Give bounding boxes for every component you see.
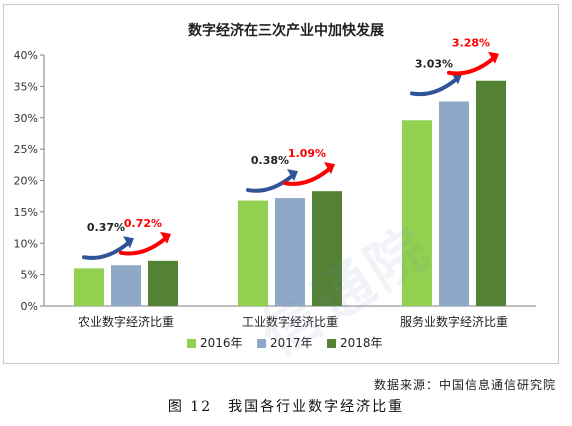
growth-arrow	[283, 167, 331, 186]
legend-swatch	[187, 339, 196, 348]
bar	[476, 80, 506, 306]
y-tick-label: 10%	[14, 237, 38, 250]
legend-swatch	[257, 339, 266, 348]
growth-label: 3.03%	[415, 57, 453, 70]
bar	[238, 200, 268, 306]
x-category-label: 工业数字经济比重	[242, 314, 338, 329]
growth-label: 0.37%	[87, 221, 125, 234]
y-tick-label: 40%	[14, 49, 38, 62]
bar	[111, 265, 141, 306]
y-tick-label: 30%	[14, 112, 38, 125]
growth-arrowhead	[123, 236, 134, 249]
bar	[312, 191, 342, 306]
growth-arrowhead	[324, 162, 335, 175]
growth-label: 0.72%	[124, 217, 162, 230]
growth-label: 0.38%	[251, 154, 289, 167]
x-category-label: 农业数字经济比重	[78, 314, 174, 329]
legend-label: 2017年	[270, 336, 313, 350]
y-tick-label: 25%	[14, 143, 38, 156]
growth-arrow	[246, 174, 294, 193]
legend-swatch	[327, 339, 336, 348]
bar	[439, 101, 469, 306]
growth-arrow	[119, 236, 167, 256]
data-source-note: 数据来源：中国信息通信研究院	[373, 378, 556, 392]
y-tick-label: 35%	[14, 80, 38, 93]
bar	[275, 198, 305, 306]
growth-label: 1.09%	[288, 147, 326, 160]
growth-arrowhead	[160, 231, 171, 244]
y-tick-label: 20%	[14, 175, 38, 188]
growth-arrow	[447, 56, 495, 76]
y-tick-label: 15%	[14, 206, 38, 219]
growth-arrow	[410, 77, 458, 97]
y-tick-label: 0%	[21, 300, 38, 313]
chart-title: 数字经济在三次产业中加快发展	[188, 22, 384, 39]
bar	[402, 120, 432, 306]
bar	[148, 260, 178, 306]
growth-arrowhead	[488, 51, 499, 64]
x-category-label: 服务业数字经济比重	[400, 314, 508, 329]
figure-caption: 图 12 我国各行业数字经济比重	[167, 399, 405, 415]
legend-label: 2016年	[200, 336, 243, 350]
growth-arrow	[82, 241, 130, 260]
growth-label: 3.28%	[452, 37, 490, 50]
growth-arrowhead	[287, 169, 298, 182]
legend-label: 2018年	[340, 336, 383, 350]
bar	[74, 268, 104, 306]
growth-arrowhead	[451, 72, 462, 85]
y-tick-label: 5%	[21, 269, 38, 282]
